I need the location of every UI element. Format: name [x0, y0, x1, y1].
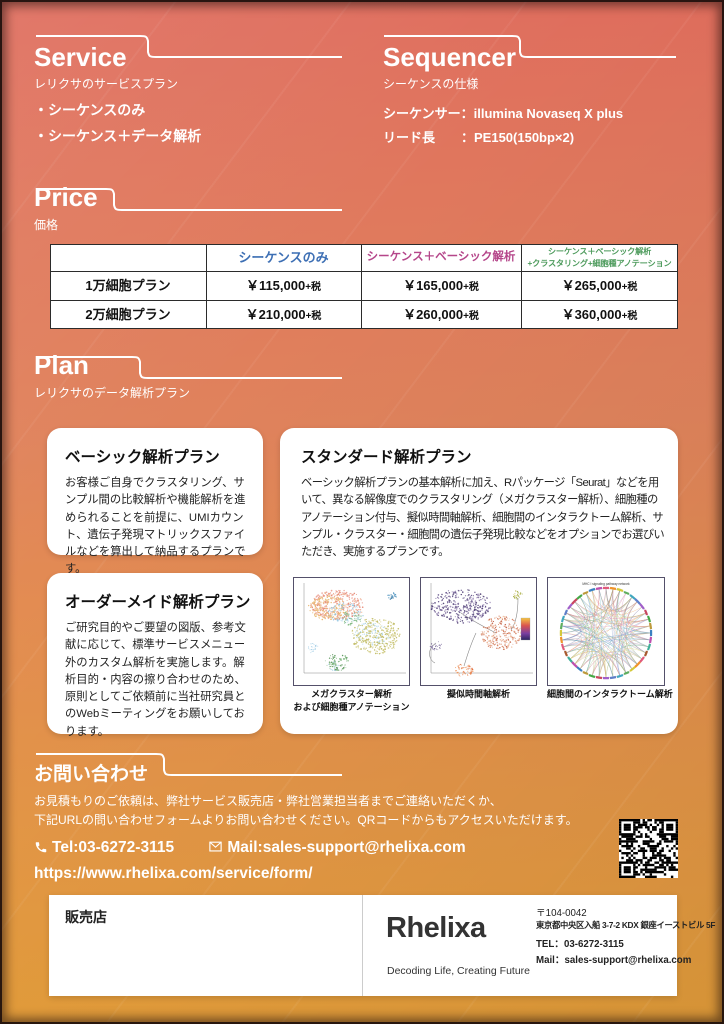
svg-text:MHC I signaling pathway networ: MHC I signaling pathway network: [582, 582, 630, 586]
